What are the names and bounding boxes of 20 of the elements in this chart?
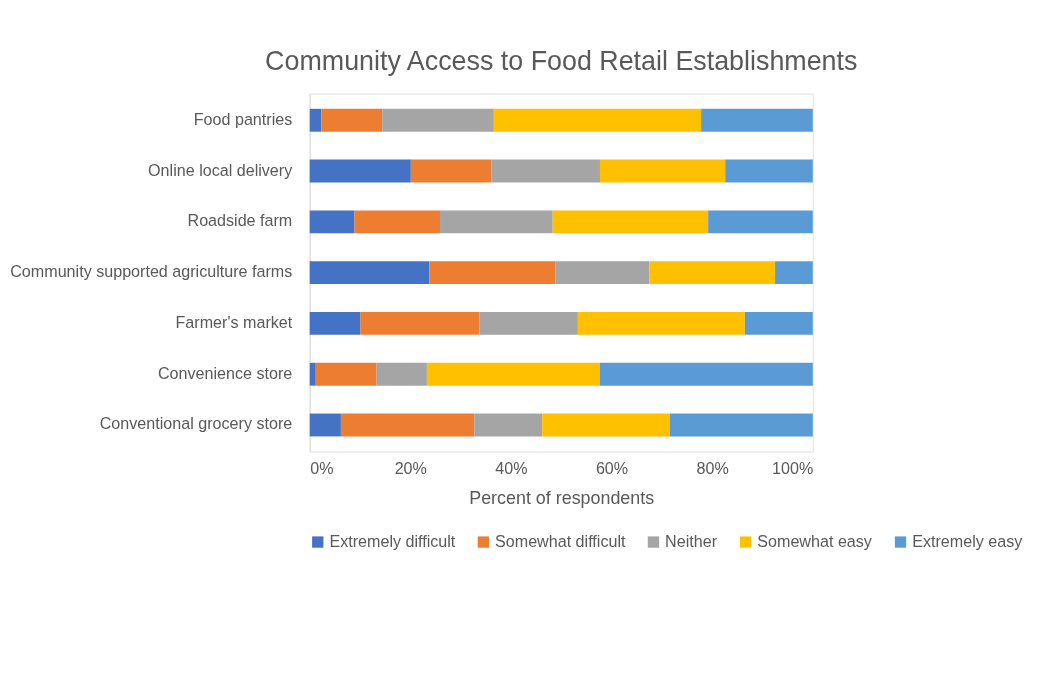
y-tick-label: Convenience store <box>157 363 293 382</box>
x-tick-label: 60% <box>595 458 629 477</box>
y-tick-label: Food pantries <box>193 109 293 128</box>
x-tick-label: 0% <box>310 458 334 477</box>
legend-label: Neither <box>665 531 718 550</box>
legend-label: Somewhat easy <box>757 531 873 550</box>
y-tick-label: Conventional grocery store <box>99 414 293 433</box>
x-tick-label: 40% <box>495 458 528 477</box>
legend-label: Extremely easy <box>912 531 1024 550</box>
x-tick-label: 80% <box>696 458 729 477</box>
x-tick-label: 100% <box>772 458 814 477</box>
chart-title: Community Access to Food Retail Establishments <box>265 46 858 77</box>
x-axis-title: Percent of respondents <box>469 488 655 509</box>
legend-label: Extremely difficult <box>329 531 456 550</box>
y-tick-label: Community supported agriculture farms <box>10 262 293 281</box>
y-tick-label: Online local delivery <box>148 160 294 179</box>
y-tick-label: Farmer's market <box>175 312 293 331</box>
legend-label: Somewhat difficult <box>495 531 626 550</box>
y-tick-label: Roadside farm <box>187 211 293 230</box>
x-tick-label: 20% <box>394 458 427 477</box>
